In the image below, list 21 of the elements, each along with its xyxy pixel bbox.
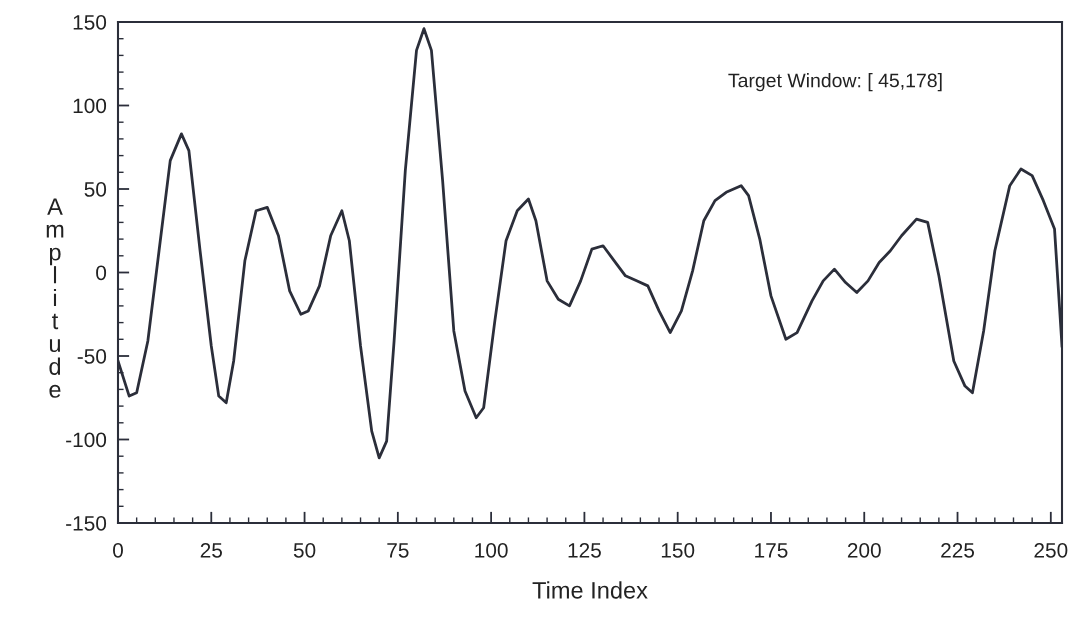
x-tick-label: 25 <box>200 542 222 558</box>
text: Amplitude <box>46 198 64 398</box>
y-tick-label: 0 <box>96 265 107 281</box>
x-tick-label: 225 <box>941 542 975 558</box>
y-tick-label: -150 <box>66 516 107 531</box>
x-tick-label: 250 <box>1034 542 1068 558</box>
y-tick-label: -100 <box>66 432 107 448</box>
x-tick-label: 0 <box>113 542 123 558</box>
y-tick-label: -50 <box>77 349 107 364</box>
x-axis-title: Time Index <box>532 581 648 599</box>
y-tick-label: 50 <box>84 182 107 197</box>
annotation: Target Window: [ 45,178] <box>728 73 942 92</box>
x-tick-label: 150 <box>661 542 695 558</box>
x-tick-label: 125 <box>568 542 601 558</box>
x-tick-label: 100 <box>475 542 508 558</box>
x-tick-label: 75 <box>387 543 409 558</box>
x-tick-label: 50 <box>293 542 316 558</box>
x-tick-label: 200 <box>847 542 881 558</box>
y-tick-label: 100 <box>73 98 107 114</box>
x-tick-label: 175 <box>755 543 788 558</box>
y-tick-label: 150 <box>73 15 107 30</box>
